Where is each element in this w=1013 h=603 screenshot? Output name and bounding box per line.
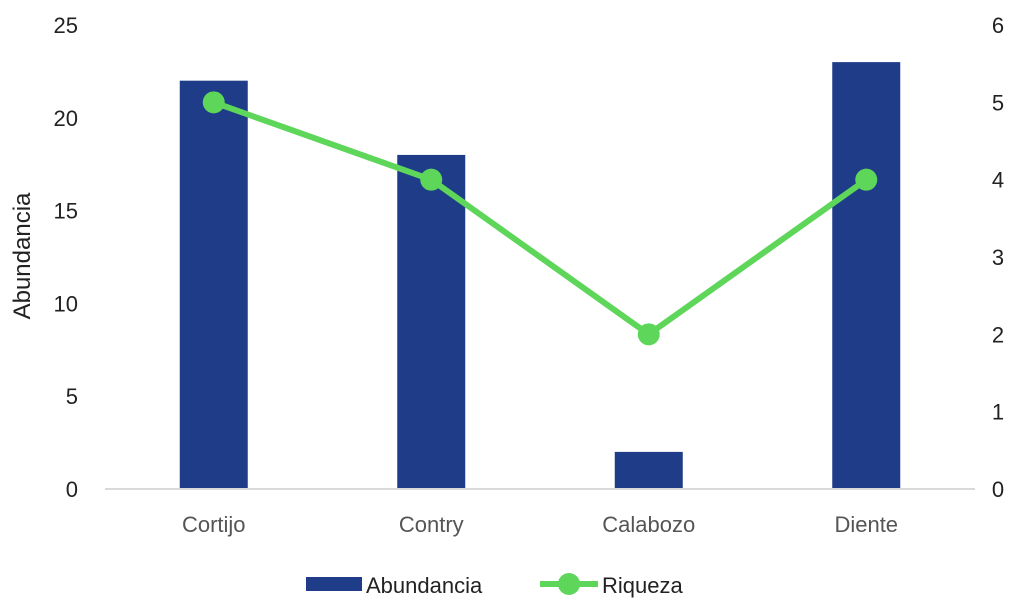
legend-label-riqueza: Riqueza [602, 573, 683, 598]
x-tick-label: Cortijo [182, 512, 246, 537]
left-y-tick-label: 5 [66, 384, 78, 409]
left-y-tick-label: 10 [54, 291, 78, 316]
right-y-tick-label: 3 [992, 245, 1004, 270]
bar-cortijo [179, 80, 248, 490]
legend-line-marker [558, 573, 580, 595]
right-y-tick-label: 5 [992, 90, 1004, 115]
point-riqueza-contry [420, 168, 443, 191]
left-y-tick-label: 15 [54, 199, 78, 224]
point-riqueza-calabozo [637, 323, 660, 346]
right-y-tick-label: 4 [992, 168, 1004, 193]
right-y-tick-label: 0 [992, 477, 1004, 502]
bar-diente [832, 62, 901, 490]
legend: Abundancia Riqueza [306, 573, 683, 598]
right-y-tick-label: 1 [992, 400, 1004, 425]
x-tick-label: Calabozo [602, 512, 695, 537]
bar-contry [397, 154, 466, 490]
left-y-tick-label: 20 [54, 106, 78, 131]
x-tick-label: Contry [399, 512, 464, 537]
legend-bar-swatch [306, 577, 362, 591]
x-tick-label: Diente [834, 512, 898, 537]
point-riqueza-cortijo [202, 91, 225, 114]
right-y-tick-label: 2 [992, 322, 1004, 347]
line-riqueza [212, 99, 868, 338]
left-y-tick-label: 25 [54, 13, 78, 38]
right-y-tick-label: 6 [992, 13, 1004, 38]
left-y-tick-label: 0 [66, 477, 78, 502]
bar-calabozo [614, 451, 683, 489]
point-riqueza-diente [855, 168, 878, 191]
y-axis-label: Abundancia [9, 192, 36, 319]
legend-label-abundancia: Abundancia [366, 573, 483, 598]
